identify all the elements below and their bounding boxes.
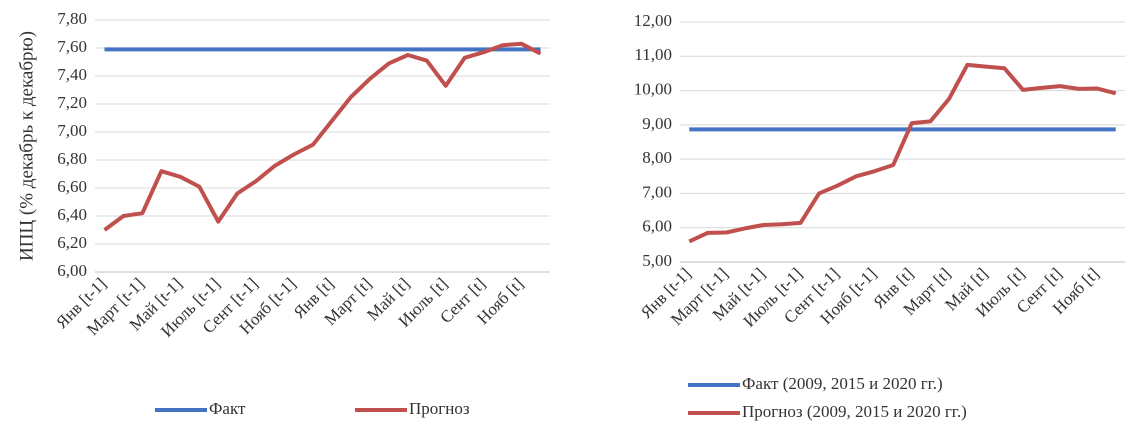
legend-label: Прогноз (2009, 2015 и 2020 гг.) xyxy=(742,402,967,421)
legend-label: Факт (2009, 2015 и 2020 гг.) xyxy=(742,374,943,393)
y-tick-label: 7,00 xyxy=(642,182,672,201)
y-tick-label: 8,00 xyxy=(642,148,672,167)
y-tick-label: 7,20 xyxy=(57,93,87,112)
y-tick-label: 6,00 xyxy=(57,261,87,280)
y-tick-label: 10,00 xyxy=(634,79,672,98)
series-line xyxy=(103,41,542,232)
y-tick-label: 6,60 xyxy=(57,177,87,196)
legend-label: Факт xyxy=(209,399,246,418)
y-tick-label: 6,20 xyxy=(57,233,87,252)
y-tick-label: 7,40 xyxy=(57,65,87,84)
y-tick-label: 6,40 xyxy=(57,205,87,224)
y-tick-label: 7,80 xyxy=(57,9,87,28)
y-tick-label: 7,00 xyxy=(57,121,87,140)
y-tick-label: 12,00 xyxy=(634,11,672,30)
series-line xyxy=(688,62,1117,244)
y-tick-label: 5,00 xyxy=(642,251,672,270)
legend-label: Прогноз xyxy=(409,399,470,418)
y-tick-label: 6,00 xyxy=(642,217,672,236)
y-tick-label: 9,00 xyxy=(642,114,672,133)
y-tick-label: 7,60 xyxy=(57,37,87,56)
y-tick-label: 6,80 xyxy=(57,149,87,168)
y-tick-label: 11,00 xyxy=(634,45,672,64)
y-axis-label: ИПЦ (% декабрь к декабрю) xyxy=(16,31,37,261)
